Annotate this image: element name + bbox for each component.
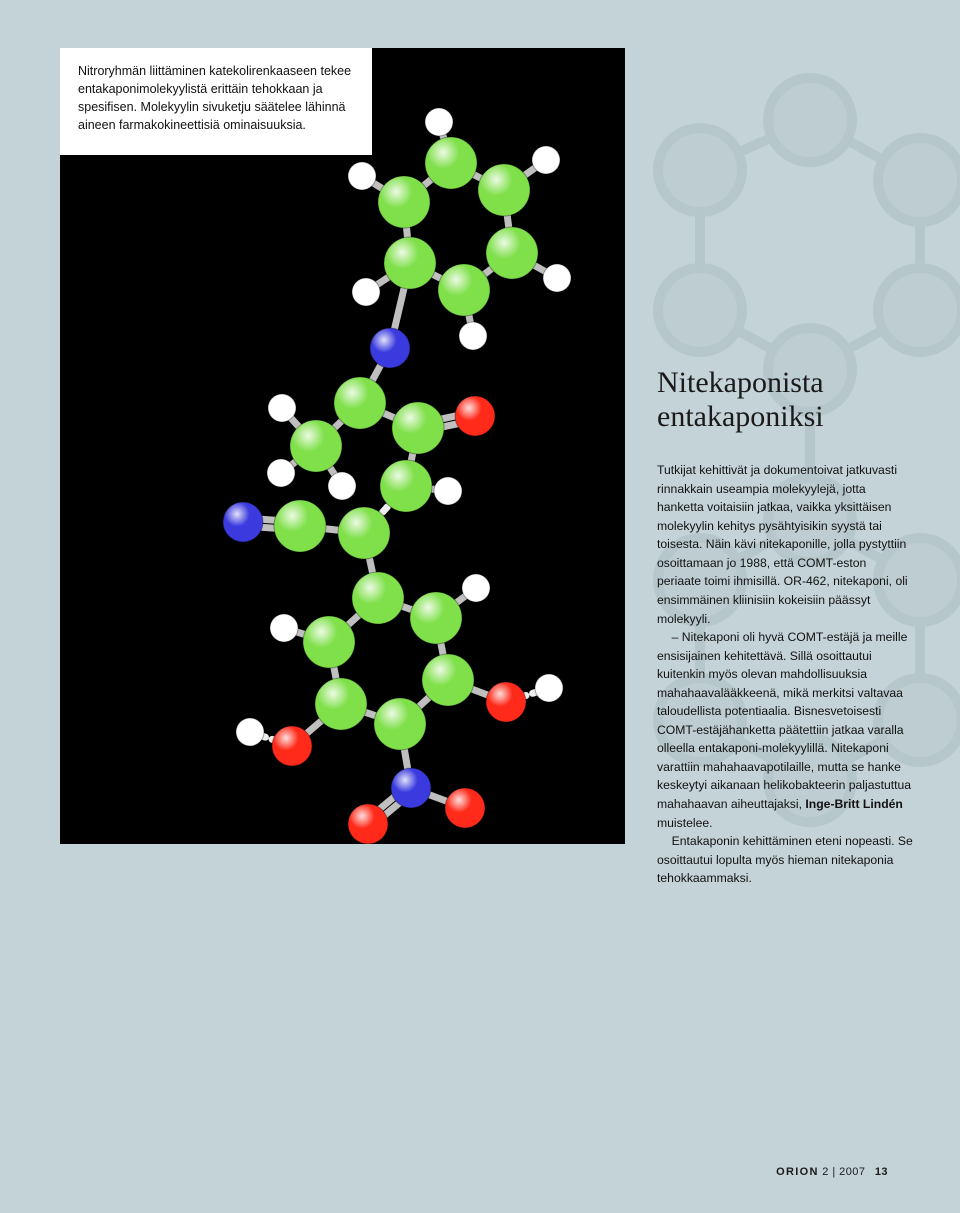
atom-c (303, 616, 355, 668)
atom-c (384, 237, 436, 289)
atom-o (486, 682, 526, 722)
atom-c (374, 698, 426, 750)
molecule-figure-panel: Nitroryhmän liittäminen katekolirenkaase… (60, 48, 625, 844)
atom-c (422, 654, 474, 706)
footer-page-number: 13 (875, 1166, 888, 1178)
atom-h (270, 614, 298, 642)
atom-c (338, 507, 390, 559)
atom-c (380, 460, 432, 512)
atom-h (543, 264, 571, 292)
footer-issue: 2 | 2007 (822, 1166, 865, 1178)
figure-caption-text: Nitroryhmän liittäminen katekolirenkaase… (78, 64, 351, 132)
atom-c (352, 572, 404, 624)
atom-h (328, 472, 356, 500)
footer-magazine: ORION (776, 1166, 819, 1178)
atom-h (535, 674, 563, 702)
atom-c (410, 592, 462, 644)
figure-column: Nitroryhmän liittäminen katekolirenkaase… (60, 48, 625, 888)
atom-c (315, 678, 367, 730)
atom-c (438, 264, 490, 316)
article-paragraph: Tutkijat kehittivät ja dokumentoivat jat… (657, 461, 913, 628)
atom-h (434, 477, 462, 505)
atom-o (272, 726, 312, 766)
atom-h (236, 718, 264, 746)
atom-h (532, 146, 560, 174)
article-paragraph: Entakaponin kehittäminen eteni nopeasti.… (657, 832, 913, 888)
atom-c (392, 402, 444, 454)
atom-o (445, 788, 485, 828)
atom-h (348, 162, 376, 190)
article-title-line2: entakaponiksi (657, 400, 824, 433)
atom-o (455, 396, 495, 436)
atom-n (391, 768, 431, 808)
atom-c (486, 227, 538, 279)
atom-c (290, 420, 342, 472)
atom-c (425, 137, 477, 189)
article-title: Nitekaponista entakaponiksi (657, 366, 913, 433)
atom-n (370, 328, 410, 368)
molecule-diagram (60, 48, 625, 844)
atom-h (268, 394, 296, 422)
atom-n (223, 502, 263, 542)
article-bold-name: Inge-Britt Lindén (805, 797, 903, 811)
atom-c (274, 500, 326, 552)
article-paragraph: – Nitekaponi oli hyvä COMT-estäjä ja mei… (657, 628, 913, 832)
atom-c (478, 164, 530, 216)
article-title-line1: Nitekaponista (657, 366, 824, 399)
atom-h (425, 108, 453, 136)
article-body: Tutkijat kehittivät ja dokumentoivat jat… (657, 461, 913, 888)
figure-caption-box: Nitroryhmän liittäminen katekolirenkaase… (60, 48, 372, 155)
atom-o (348, 804, 388, 844)
atom-h (462, 574, 490, 602)
page-footer: ORION 2 | 2007 13 (776, 1166, 888, 1178)
atom-c (334, 377, 386, 429)
atom-h (459, 322, 487, 350)
atom-c (378, 176, 430, 228)
page-content: Nitroryhmän liittäminen katekolirenkaase… (0, 0, 960, 928)
atom-h (267, 459, 295, 487)
article-column: Nitekaponista entakaponiksi Tutkijat keh… (657, 48, 913, 888)
atom-h (352, 278, 380, 306)
